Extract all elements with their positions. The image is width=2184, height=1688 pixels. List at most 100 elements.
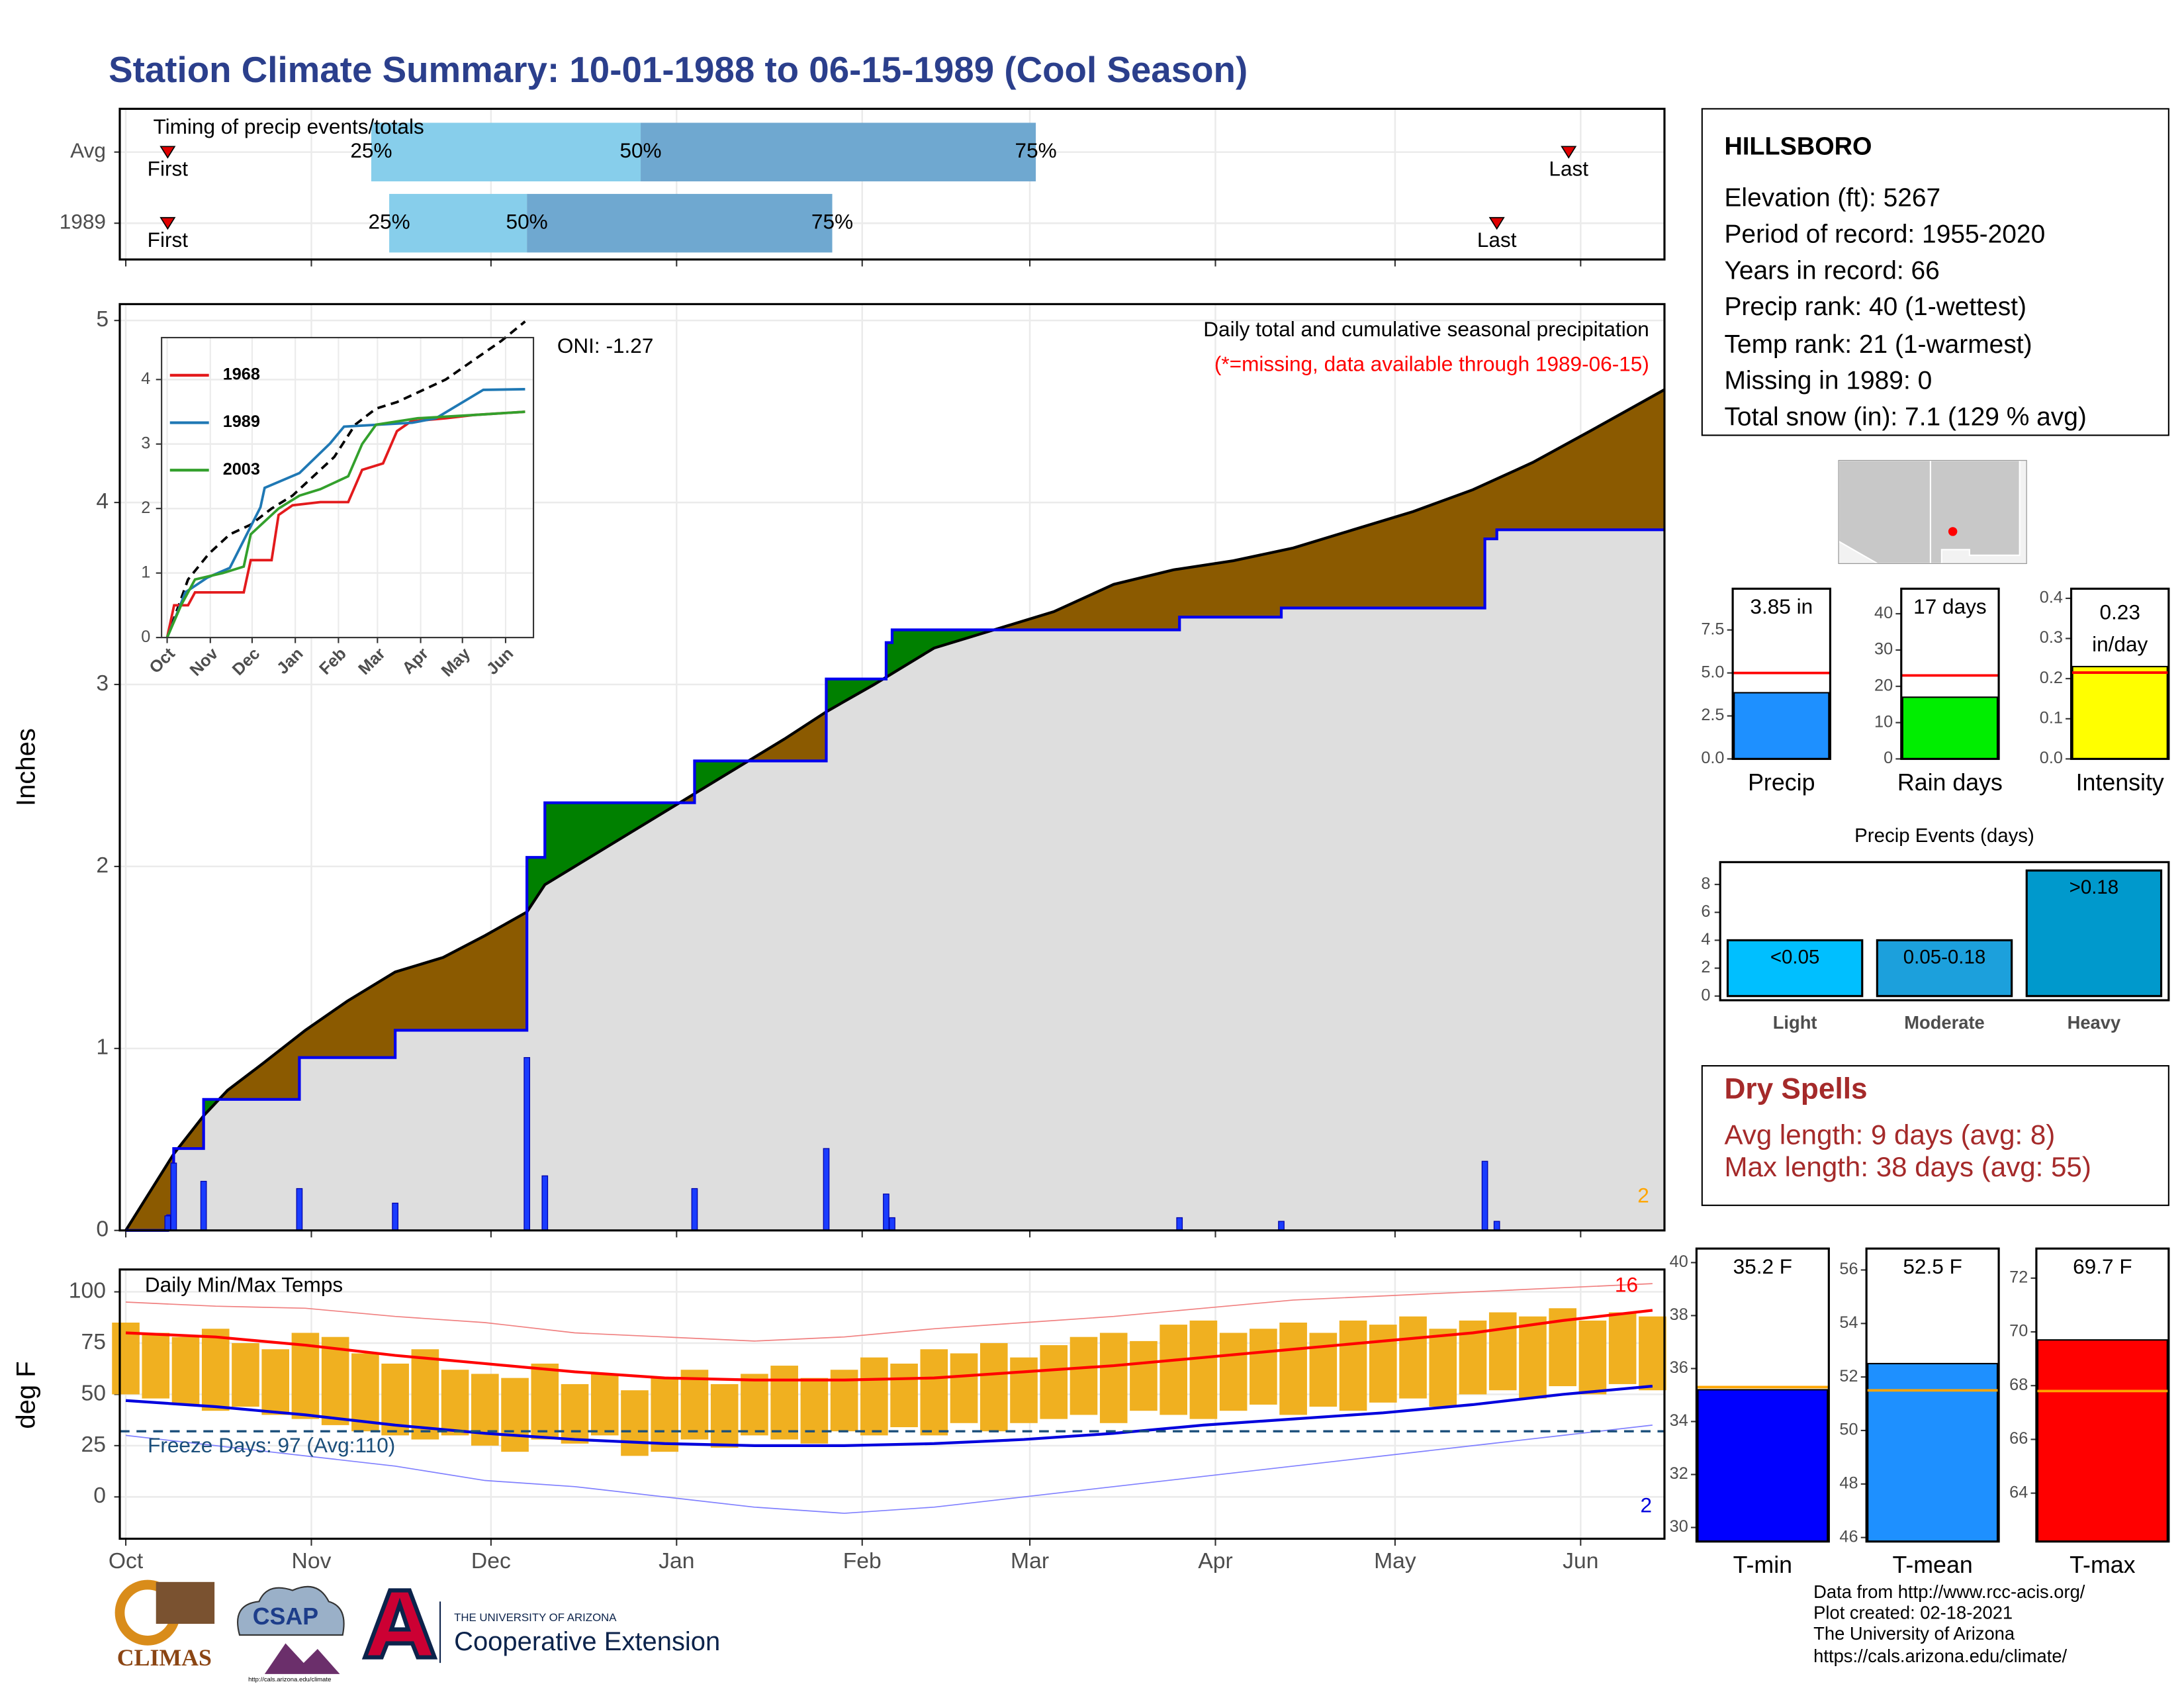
- station-line: Period of record: 1955-2020: [1724, 220, 2045, 248]
- temp-bar: [561, 1383, 589, 1444]
- record-min-line: [125, 1425, 1653, 1514]
- temp-bar: [770, 1366, 798, 1440]
- y-tick-label: 30: [1874, 640, 1893, 659]
- average-line: [124, 388, 1666, 1231]
- panel-note: (*=missing, data available through 1989-…: [1214, 352, 1649, 375]
- panel-title: Precip Events (days): [1854, 825, 2034, 847]
- footer-line: Data from http://www.rcc-acis.org/: [1813, 1581, 2085, 1602]
- event-marker: [159, 216, 176, 230]
- station-box: HILLSBORO Elevation (ft): 5267 Period of…: [1701, 108, 2169, 436]
- temp-bar: [201, 1329, 230, 1411]
- event-marker: [159, 146, 176, 159]
- temp-bar: [1250, 1329, 1277, 1405]
- y-axis-label: deg F: [12, 1361, 41, 1429]
- daily-bar: [1481, 1160, 1488, 1231]
- x-label: T-min: [1733, 1552, 1792, 1578]
- y-tick-label: 2: [141, 498, 150, 517]
- temp-bar: [1160, 1325, 1187, 1415]
- value-label: 69.7 F: [2073, 1254, 2132, 1278]
- x-tick-label: Mar: [1011, 1549, 1049, 1573]
- station-line: Missing in 1989: 0: [1724, 367, 1932, 395]
- y-tick-label: 38: [1670, 1305, 1688, 1324]
- y-tick-label: 7.5: [1701, 620, 1724, 638]
- y-tick-label: 0: [93, 1483, 106, 1508]
- y-tick-label: 100: [69, 1278, 106, 1303]
- map-state: [1838, 459, 1932, 565]
- record-max-line: [126, 1283, 1653, 1342]
- y-tick-label: 6: [1701, 902, 1710, 921]
- dry-line: Max length: 38 days (avg: 55): [1724, 1151, 2091, 1182]
- temp-bar: [1040, 1345, 1068, 1419]
- x-tick-label: Oct: [109, 1549, 144, 1573]
- cumulative-line: [126, 528, 1664, 1232]
- freeze-label: Freeze Days: 97 (Avg:110): [148, 1433, 395, 1457]
- y-tick-label: 46: [1839, 1527, 1858, 1546]
- y-tick-label: 1: [141, 563, 150, 581]
- percent-label: 25%: [350, 138, 392, 162]
- timing-bar: [641, 122, 1036, 181]
- x-tick-label: Nov: [292, 1549, 332, 1573]
- y-tick-label: 0: [1884, 749, 1893, 767]
- temp-bar: [741, 1374, 768, 1436]
- map-state: [1929, 459, 2021, 565]
- daily-bar: [1493, 1221, 1500, 1231]
- temp-bar: [710, 1383, 739, 1448]
- x-tick-label: Apr: [1198, 1549, 1232, 1573]
- y-tick-label: 75: [81, 1330, 105, 1354]
- daily-bar: [1176, 1217, 1183, 1231]
- climas-emblem: [156, 1581, 215, 1624]
- temp-bar: [979, 1342, 1008, 1432]
- legend-label: 2003: [223, 460, 260, 479]
- bar: [1867, 1362, 1999, 1542]
- temp-bar: [590, 1374, 619, 1436]
- oni-label: ONI: -1.27: [557, 334, 654, 357]
- temp-bar: [1578, 1320, 1607, 1395]
- station-line: Years in record: 66: [1724, 256, 1939, 285]
- legend-label: 1968: [223, 365, 260, 384]
- percent-label: 75%: [811, 210, 853, 234]
- temp-bar: [1219, 1333, 1248, 1411]
- temp-bar: [680, 1370, 709, 1440]
- value-label: 0.23: [2099, 600, 2140, 624]
- extension-name: Cooperative Extension: [454, 1627, 720, 1656]
- csap-logo: CSAP: [253, 1603, 318, 1630]
- temp-bar: [1189, 1320, 1218, 1419]
- range-label: 0.05-0.18: [1903, 947, 1985, 968]
- csap-url: http://cals.arizona.edu/climate: [248, 1676, 331, 1683]
- locator-map: [1838, 459, 2027, 565]
- temp-bar: [351, 1353, 379, 1432]
- footer: Data from http://www.rcc-acis.org/ Plot …: [1813, 1581, 2085, 1666]
- map-frame: [1838, 459, 2027, 565]
- y-tick-label: 34: [1670, 1411, 1688, 1430]
- dry-line: Avg length: 9 days (avg: 8): [1724, 1119, 2055, 1150]
- avg-min-line: [125, 1384, 1653, 1447]
- y-tick-label: 3: [141, 434, 150, 452]
- panel-frame: [118, 107, 1666, 261]
- temp-bar: [261, 1349, 290, 1415]
- y-tick-label: 56: [1839, 1260, 1858, 1278]
- y-tick-label: 4: [141, 369, 150, 388]
- high-count: 16: [1615, 1272, 1638, 1296]
- x-tick-label: Dec: [471, 1549, 511, 1573]
- daily-bar: [392, 1202, 398, 1231]
- value-label: 17 days: [1913, 594, 1987, 618]
- y-tick-label: 0: [1701, 986, 1710, 1004]
- x-tick-label: Heavy: [2068, 1012, 2121, 1033]
- panel-frame: [1695, 1247, 1830, 1543]
- y-tick-label: 72: [2009, 1268, 2028, 1286]
- range-label: >0.18: [2070, 876, 2119, 898]
- footer-line: https://cals.arizona.edu/climate/: [1813, 1646, 2067, 1666]
- x-label: T-max: [2070, 1552, 2135, 1578]
- panel-frame: [1900, 587, 2000, 761]
- y-tick-label: 70: [2009, 1322, 2028, 1340]
- temp-bar: [411, 1349, 439, 1440]
- temp-bar: [651, 1378, 679, 1452]
- timing-bar: [527, 193, 833, 253]
- temp-bar: [860, 1357, 888, 1436]
- temp-bar: [1608, 1312, 1637, 1384]
- temp-bar: [950, 1353, 978, 1423]
- y-tick-label: 50: [81, 1381, 105, 1405]
- x-tick-label: Jun: [1563, 1549, 1598, 1573]
